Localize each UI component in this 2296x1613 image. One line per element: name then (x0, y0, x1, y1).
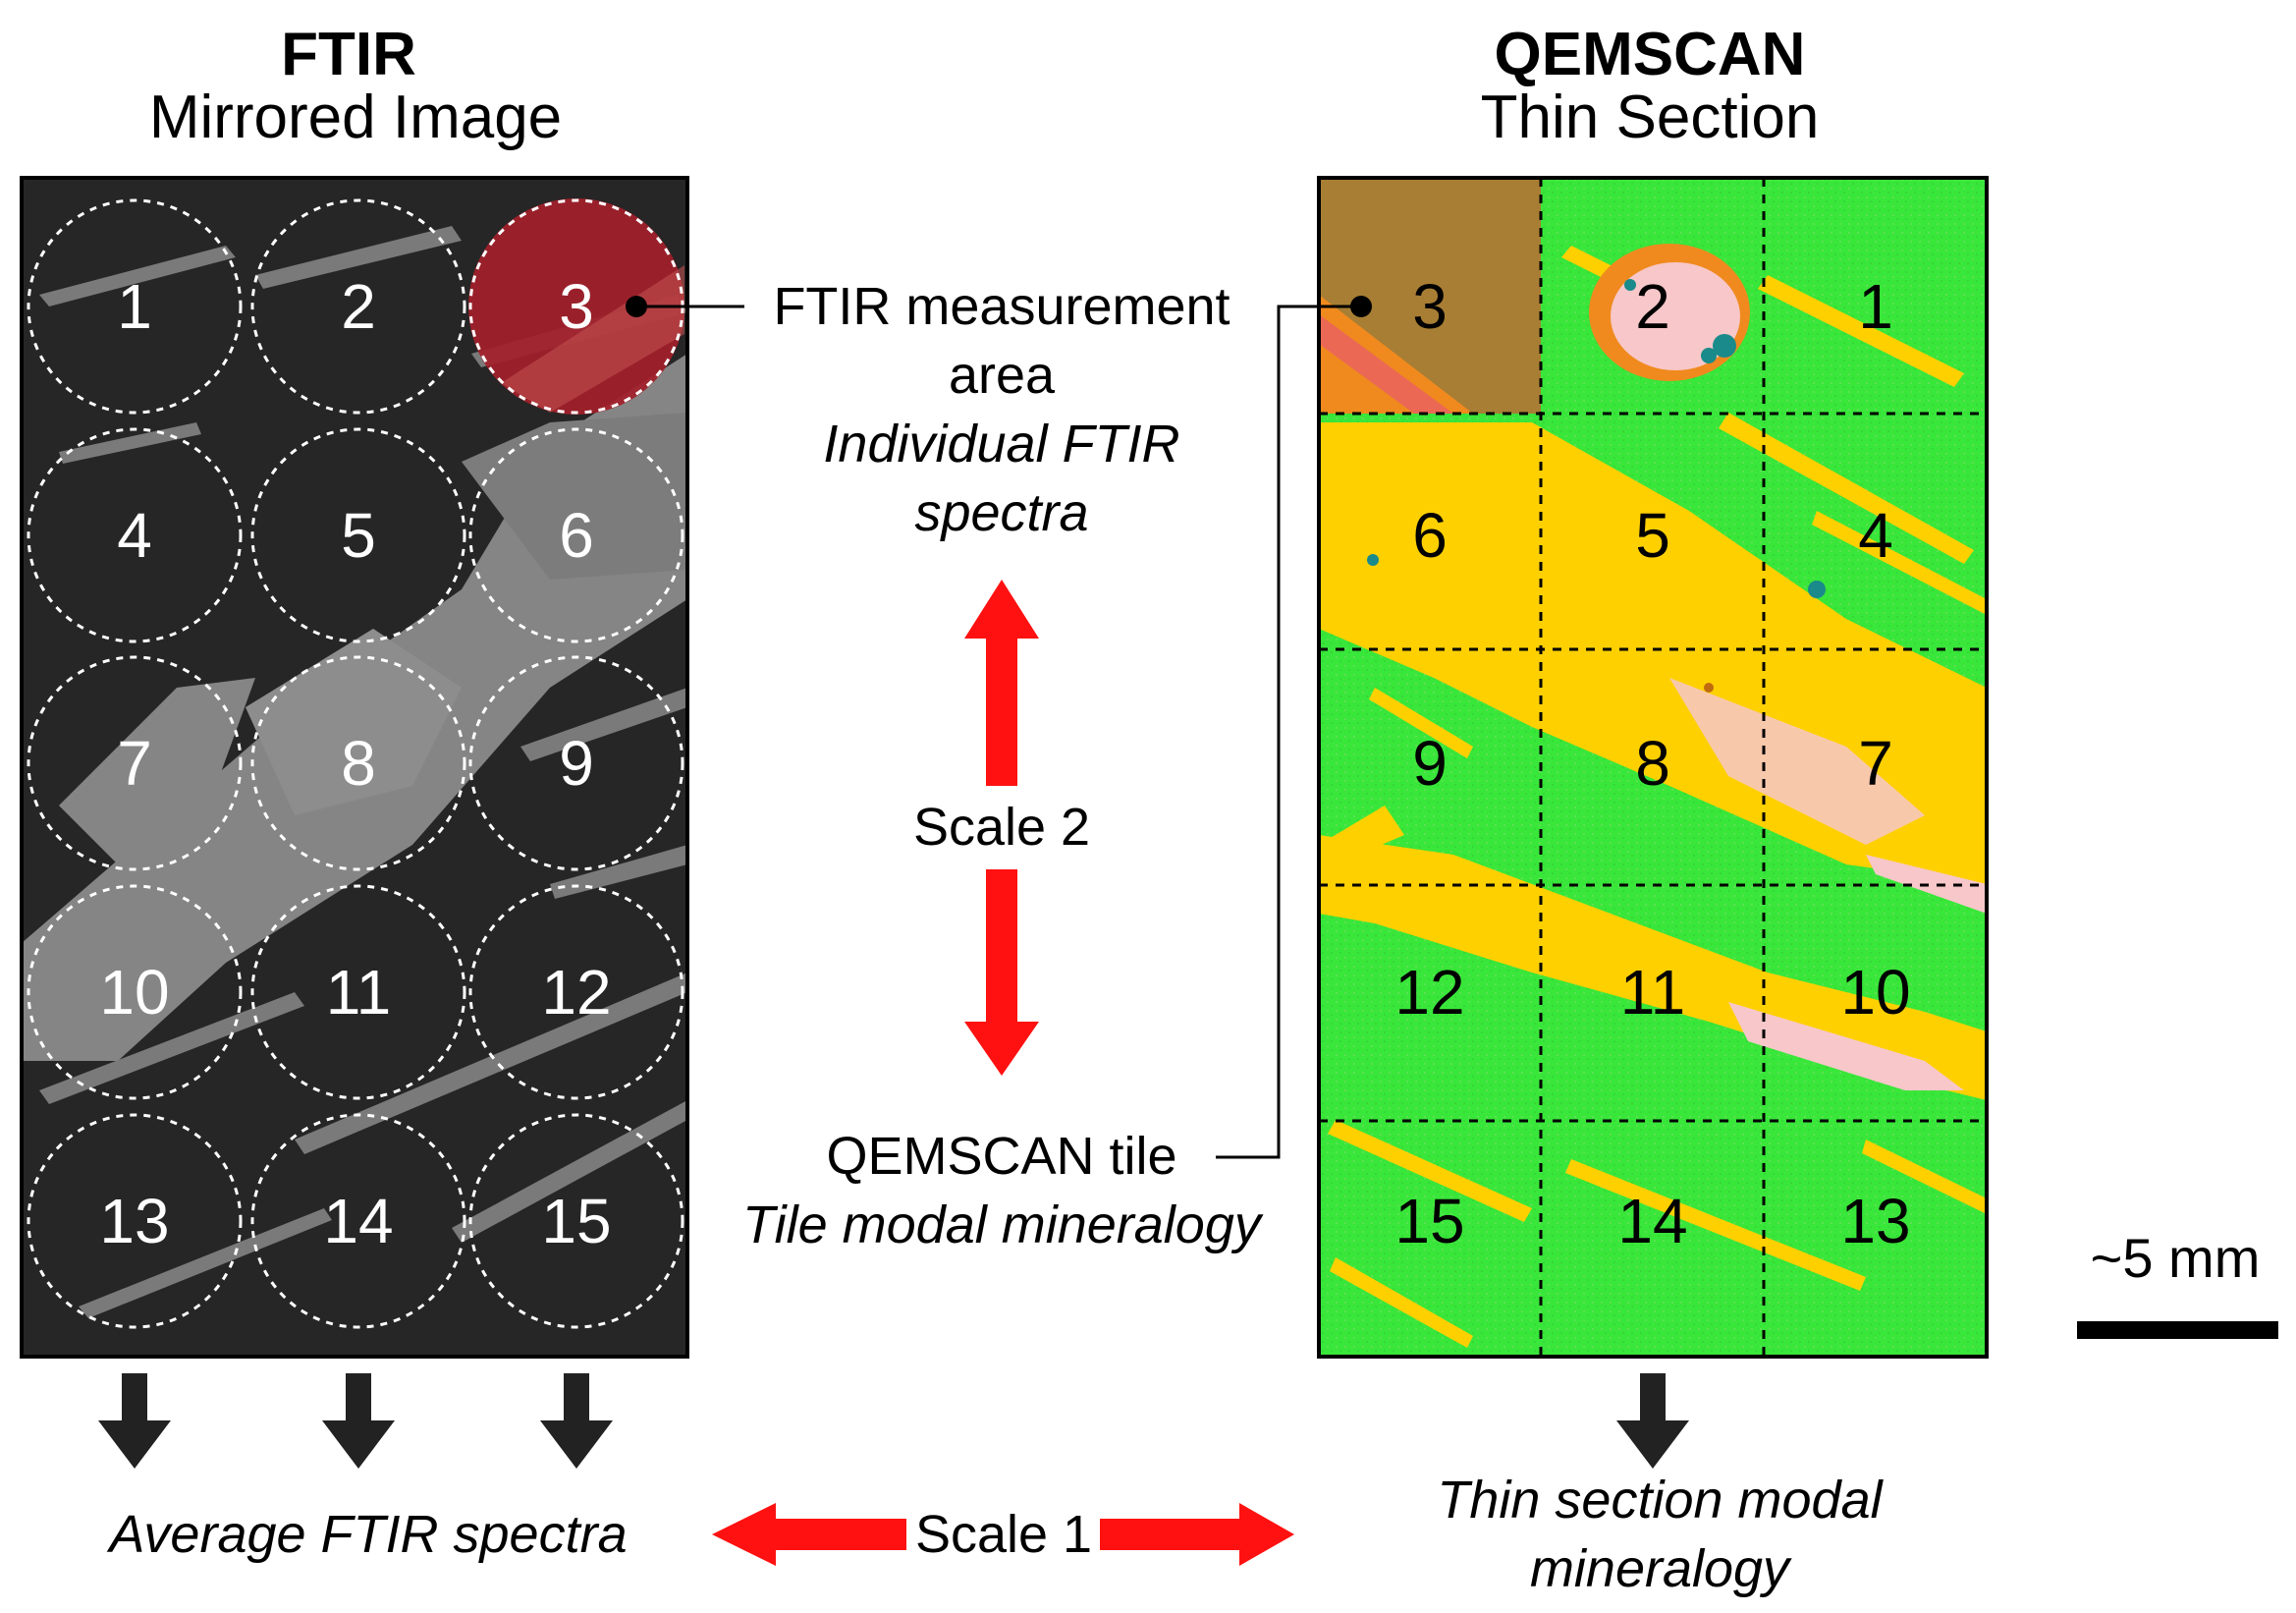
ftir-circle-9 (468, 655, 684, 871)
ftir-circle-14 (250, 1113, 466, 1329)
scale2-label: Scale 2 (913, 798, 1090, 857)
ftir-circle-label: 12 (541, 957, 611, 1028)
ftir-circle-label: 10 (99, 957, 169, 1028)
qemscan-mineral-texture (1319, 178, 1987, 1357)
qemscan-tile-label-13: 13 (1840, 1186, 1910, 1256)
ftir-circle-label: 5 (341, 500, 376, 571)
scale1-label: Scale 1 (915, 1505, 1092, 1564)
ftir-area-label-line1: FTIR measurement (773, 277, 1230, 336)
output-arrows (98, 1373, 1689, 1469)
ftir-circle-6 (468, 427, 684, 643)
ftir-circle-12 (468, 884, 684, 1100)
qemscan-tile-label-1: 1 (1858, 271, 1893, 342)
ftir-circle-label: 6 (559, 500, 594, 571)
ftir-title: FTIR (281, 21, 416, 88)
qemscan-tile-labels: 3 2 1 6 5 4 9 8 7 12 11 10 15 14 13 (1394, 271, 1910, 1256)
qemscan-down-arrow (1616, 1373, 1689, 1469)
qemscan-tile-grid (1319, 178, 1987, 1357)
ftir-circle-13 (27, 1113, 243, 1329)
ftir-area-desc-line1: Individual FTIR (823, 415, 1179, 473)
ftir-circle-label: 4 (117, 500, 152, 571)
ftir-circle-label: 14 (323, 1186, 393, 1256)
ftir-circle-label: 9 (559, 728, 594, 799)
ftir-subtitle: Mirrored Image (149, 83, 562, 151)
ftir-down-arrow-1 (98, 1373, 171, 1469)
qemscan-tile-label-7: 7 (1858, 728, 1893, 799)
qemscan-tile-label-9: 9 (1412, 728, 1448, 799)
ftir-circle-15 (468, 1113, 684, 1329)
ftir-circle-7 (27, 655, 243, 871)
ftir-circle-label: 7 (117, 728, 152, 799)
ftir-circle-label: 1 (117, 271, 152, 342)
ftir-circle-label: 3 (559, 271, 594, 342)
qemscan-tile-label-14: 14 (1617, 1186, 1687, 1256)
scale-bar-label: ~5 mm (2091, 1227, 2261, 1289)
ftir-circle-8 (250, 655, 466, 871)
ftir-circle-label: 2 (341, 271, 376, 342)
ftir-area-desc-line2: spectra (914, 483, 1088, 542)
ftir-circle-1 (27, 198, 243, 415)
ftir-area-label-line2: area (949, 346, 1056, 405)
qemscan-tile-label-6: 6 (1412, 500, 1448, 571)
ftir-circle-5 (250, 427, 466, 643)
scale1-arrow (712, 1503, 1294, 1566)
ftir-circle-10 (27, 884, 243, 1100)
ftir-circle-label: 8 (341, 728, 376, 799)
qemscan-subtitle: Thin Section (1481, 83, 1820, 151)
qemscan-tile-desc: Tile modal mineralogy (742, 1196, 1264, 1254)
qemscan-tile-label-8: 8 (1635, 728, 1670, 799)
ftir-circle-label: 11 (326, 957, 391, 1028)
qemscan-tile-label: QEMSCAN tile (826, 1127, 1176, 1186)
qemscan-leader-line (1216, 305, 1361, 1159)
qemscan-tile-label-15: 15 (1394, 1186, 1464, 1256)
ftir-down-arrow-2 (322, 1373, 395, 1469)
ftir-down-arrow-3 (540, 1373, 613, 1469)
qemscan-tile-label-10: 10 (1840, 957, 1910, 1028)
ftir-circle-2 (250, 198, 466, 415)
qemscan-title: QEMSCAN (1495, 21, 1806, 88)
ftir-circle-4 (27, 427, 243, 643)
qemscan-tile-label-11: 11 (1620, 957, 1685, 1028)
qemscan-output-label-line1: Thin section modal (1437, 1471, 1884, 1530)
ftir-circle-11 (250, 884, 466, 1100)
ftir-output-label: Average FTIR spectra (106, 1505, 627, 1564)
qemscan-output-label-line2: mineralogy (1530, 1539, 1792, 1598)
qemscan-tile-label-3: 3 (1412, 271, 1448, 342)
qemscan-tile-label-4: 4 (1858, 500, 1893, 571)
ftir-circle-label: 13 (99, 1186, 169, 1256)
qemscan-marker-dot (1350, 296, 1372, 317)
qemscan-tile-label-2: 2 (1635, 271, 1670, 342)
qemscan-map (1317, 176, 1989, 1359)
scale-bar (2077, 1321, 2278, 1339)
qemscan-tile-label-5: 5 (1635, 500, 1670, 571)
qemscan-tile-label-12: 12 (1394, 957, 1464, 1028)
ftir-circle-label: 15 (541, 1186, 611, 1256)
scale2-arrow (964, 580, 1039, 1076)
